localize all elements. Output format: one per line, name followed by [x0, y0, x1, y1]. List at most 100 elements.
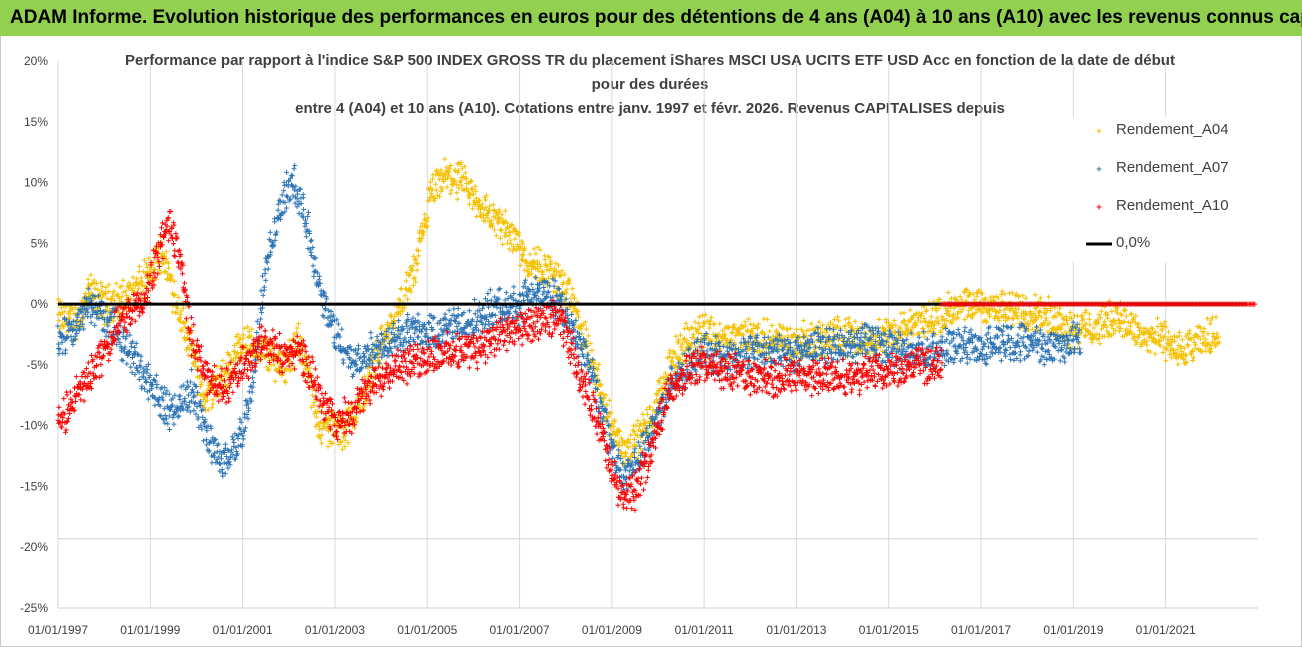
data-point [955, 327, 961, 333]
data-point [159, 250, 165, 256]
data-point [1154, 315, 1160, 321]
data-point [275, 207, 281, 213]
data-point [640, 411, 646, 417]
data-point [210, 397, 216, 403]
data-point [163, 249, 169, 255]
x-tick-label: 01/01/2005 [397, 623, 457, 637]
data-point [85, 276, 91, 282]
data-point [88, 272, 94, 278]
data-point [729, 330, 735, 336]
data-point [166, 391, 172, 397]
data-point [250, 380, 256, 386]
data-point [240, 332, 246, 338]
data-point [412, 275, 418, 281]
data-point [1026, 348, 1032, 354]
data-point [93, 294, 99, 300]
data-point [1155, 324, 1161, 330]
data-point [702, 312, 708, 318]
data-point [271, 362, 277, 368]
data-point [123, 333, 129, 339]
data-point [64, 392, 70, 398]
data-point [438, 189, 444, 195]
data-point [126, 285, 132, 291]
data-point [260, 273, 266, 279]
data-point [99, 294, 105, 300]
data-point [119, 283, 125, 289]
data-point [297, 334, 303, 340]
data-point [313, 424, 319, 430]
data-point [318, 288, 324, 294]
data-point [1034, 349, 1040, 355]
data-point [1077, 350, 1083, 356]
data-point [416, 253, 422, 259]
data-point [644, 407, 650, 413]
data-point [787, 325, 793, 331]
data-point [268, 249, 274, 255]
data-point [717, 321, 723, 327]
data-point [775, 360, 781, 366]
data-point [177, 393, 183, 399]
data-point [901, 310, 907, 316]
data-point [397, 342, 403, 348]
data-point [128, 344, 134, 350]
data-point [102, 289, 108, 295]
data-point [628, 432, 634, 438]
data-point [236, 337, 242, 343]
data-point [182, 338, 188, 344]
data-point [138, 358, 144, 364]
data-point [1020, 293, 1026, 299]
data-point [1152, 351, 1158, 357]
y-tick-label: -25% [20, 601, 48, 615]
data-point [1179, 337, 1185, 343]
data-point [485, 291, 491, 297]
data-point [1038, 345, 1044, 351]
y-tick-label: 10% [24, 176, 48, 190]
data-point [58, 305, 64, 311]
data-point [533, 275, 539, 281]
data-point [964, 360, 970, 366]
data-point [93, 280, 99, 286]
data-point [1174, 334, 1180, 340]
data-point [262, 267, 268, 273]
data-point [1067, 310, 1073, 316]
data-point [533, 251, 539, 257]
data-point [307, 365, 313, 371]
data-point [454, 190, 460, 196]
data-point [136, 377, 142, 383]
data-point [934, 315, 940, 321]
data-point [167, 427, 173, 433]
data-point [1005, 315, 1011, 321]
data-point [98, 280, 104, 286]
data-point [415, 311, 421, 317]
x-tick-label: 01/01/2015 [859, 623, 919, 637]
data-point [887, 328, 893, 334]
data-point [315, 408, 321, 414]
data-point [246, 328, 252, 334]
data-point [126, 280, 132, 286]
data-point [846, 320, 852, 326]
data-point [410, 283, 416, 289]
data-point [663, 399, 669, 405]
data-point [151, 266, 157, 272]
data-point [174, 310, 180, 316]
data-point [1213, 314, 1219, 320]
data-point [451, 306, 457, 312]
data-point [506, 233, 512, 239]
data-point [201, 420, 207, 426]
data-point [646, 447, 652, 453]
data-point [157, 412, 163, 418]
data-point [100, 314, 106, 320]
data-point [153, 372, 159, 378]
data-point [186, 392, 192, 398]
data-point [161, 406, 167, 412]
data-point [537, 247, 543, 253]
data-point [127, 332, 133, 338]
data-point [56, 404, 62, 410]
data-point [374, 334, 380, 340]
data-point [1097, 341, 1103, 347]
data-point [520, 241, 526, 247]
data-point [472, 183, 478, 189]
data-point [204, 437, 210, 443]
data-point [1007, 345, 1013, 351]
data-point [339, 326, 345, 332]
